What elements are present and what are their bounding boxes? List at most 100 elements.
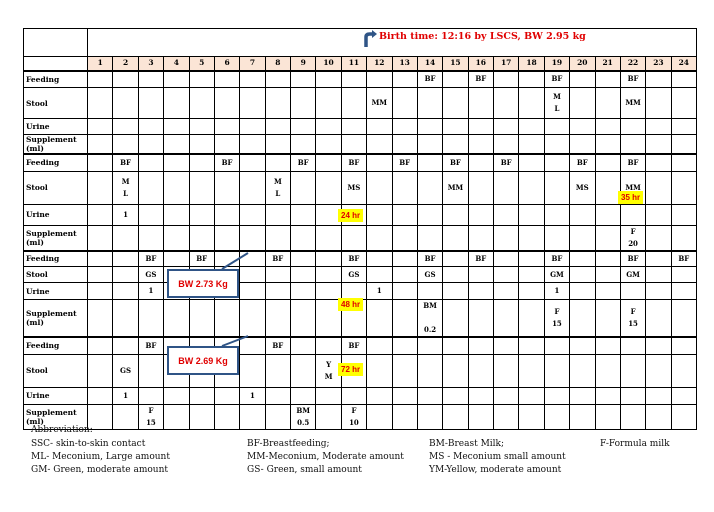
cell-stool	[239, 353, 266, 388]
cell-stool	[467, 170, 495, 205]
abbr-item: ML- Meconium, Large amount	[31, 452, 170, 462]
cell-supplement	[137, 299, 165, 338]
cell-stool	[518, 87, 545, 119]
abbr-item: SSC- skin-to-skin contact	[31, 439, 146, 449]
birth-note: Birth time: 12:16 by LSCS, BW 2.95 kg	[379, 31, 586, 42]
cell-supplement	[442, 224, 469, 251]
cell-stool	[289, 353, 317, 388]
cell-urine	[670, 282, 698, 300]
hour-header: 3	[137, 56, 165, 71]
cell-supplement	[416, 403, 444, 430]
highlight-24hr: 24 hr	[338, 209, 364, 222]
cell-stool	[289, 170, 317, 205]
cell-stool	[442, 87, 469, 119]
cell-stool	[86, 170, 114, 205]
cell-supplement	[188, 224, 215, 251]
highlight-72hr: 72 hr	[338, 363, 364, 376]
cell-stool	[594, 170, 621, 205]
hour-header: 12	[366, 56, 393, 71]
hour-header: 15	[442, 56, 469, 71]
cell-supplement	[86, 299, 114, 338]
highlight-35hr: 35 hr	[618, 191, 644, 204]
cell-supplement	[112, 403, 139, 430]
cell-supplement	[391, 403, 418, 430]
cell-stool	[213, 87, 241, 119]
hour-header: 23	[645, 56, 672, 71]
table-row-supplement: Supplement (ml) F 15 BM 0.5 F 10	[23, 403, 698, 430]
cell-stool	[543, 170, 571, 205]
cell-supplement: F 20	[619, 224, 647, 251]
table-row-supplement: Supplement (ml) BM 0.2 F 15 F 15	[23, 299, 698, 338]
hour-header: 1	[86, 56, 114, 71]
cell-supplement: BM 0.2	[416, 299, 444, 338]
hour-header: 24	[670, 56, 698, 71]
cell-supplement	[86, 224, 114, 251]
cell-supplement: F 10	[340, 403, 368, 430]
cell-supplement	[264, 224, 292, 251]
weight-callout-1: BW 2.73 Kg	[167, 269, 239, 298]
row-label: Supplement (ml)	[23, 299, 88, 338]
hour-header: 11	[340, 56, 368, 71]
cell-stool: M L	[543, 87, 571, 119]
cell-supplement	[366, 299, 393, 338]
table-row-urine: Urine 1 1	[23, 386, 698, 405]
cell-stool	[340, 87, 368, 119]
cell-stool	[518, 353, 545, 388]
abbr-item: MS - Meconium small amount	[429, 452, 566, 462]
table-row-feeding: Feeding BF BF BF BF	[23, 69, 698, 88]
cell-supplement	[213, 403, 241, 430]
cell-supplement	[467, 299, 495, 338]
cell-supplement	[213, 224, 241, 251]
hour-header: 13	[391, 56, 418, 71]
cell-supplement	[188, 299, 215, 338]
cell-supplement	[163, 403, 190, 430]
abbr-item: GM- Green, moderate amount	[31, 465, 169, 475]
cell-supplement	[543, 403, 571, 430]
table-row-feeding: Feeding BF BF BF BF BF BF BF BF BF	[23, 153, 698, 172]
table-row-stool: Stool MM M L MM	[23, 87, 698, 119]
table-row-stool: Stool GS GS GS GM GM	[23, 266, 698, 283]
abbr-item: BF-Breastfeeding;	[247, 439, 330, 449]
cell-supplement	[315, 403, 342, 430]
cell-supplement: BM 0.5	[289, 403, 317, 430]
table-row-supplement: Supplement (ml) F 20	[23, 224, 698, 251]
row-label: Supplement (ml)	[23, 403, 88, 430]
cell-stool	[188, 170, 215, 205]
cell-stool	[137, 170, 165, 205]
cell-stool	[239, 87, 266, 119]
row-label: Urine	[23, 203, 88, 226]
cell-stool	[569, 353, 596, 388]
cell-supplement	[670, 403, 698, 430]
cell-supplement	[86, 403, 114, 430]
abbr-item: BM-Breast Milk;	[429, 439, 505, 449]
hour-header: 9	[289, 56, 317, 71]
cell-supplement	[569, 403, 596, 430]
hour-header: 14	[416, 56, 444, 71]
hour-header: 5	[188, 56, 215, 71]
cell-supplement	[518, 299, 545, 338]
cell-supplement: F 15	[543, 299, 571, 338]
cell-supplement	[518, 403, 545, 430]
cell-supplement	[594, 224, 621, 251]
arrow-icon	[364, 30, 377, 47]
abbr-item: F-Formula milk	[600, 439, 670, 449]
cell-stool	[315, 87, 342, 119]
cell-stool	[86, 353, 114, 388]
hour-header: 10	[315, 56, 342, 71]
hour-header: 2	[112, 56, 139, 71]
abbr-item: YM-Yellow, moderate amount	[429, 465, 562, 475]
row-label: Urine	[23, 282, 88, 300]
row-label: Stool	[23, 87, 88, 119]
cell-stool: M L	[264, 170, 292, 205]
cell-stool	[137, 87, 165, 119]
hour-header: 22	[619, 56, 647, 71]
abbreviation-title: Abbreviation:	[31, 425, 93, 435]
cell-supplement	[315, 224, 342, 251]
cell-stool	[416, 170, 444, 205]
table-row-urine: Urine	[23, 118, 698, 135]
table-row-supplement: Supplement (ml)	[23, 134, 698, 155]
cell-stool	[670, 353, 698, 388]
cell-supplement	[467, 224, 495, 251]
